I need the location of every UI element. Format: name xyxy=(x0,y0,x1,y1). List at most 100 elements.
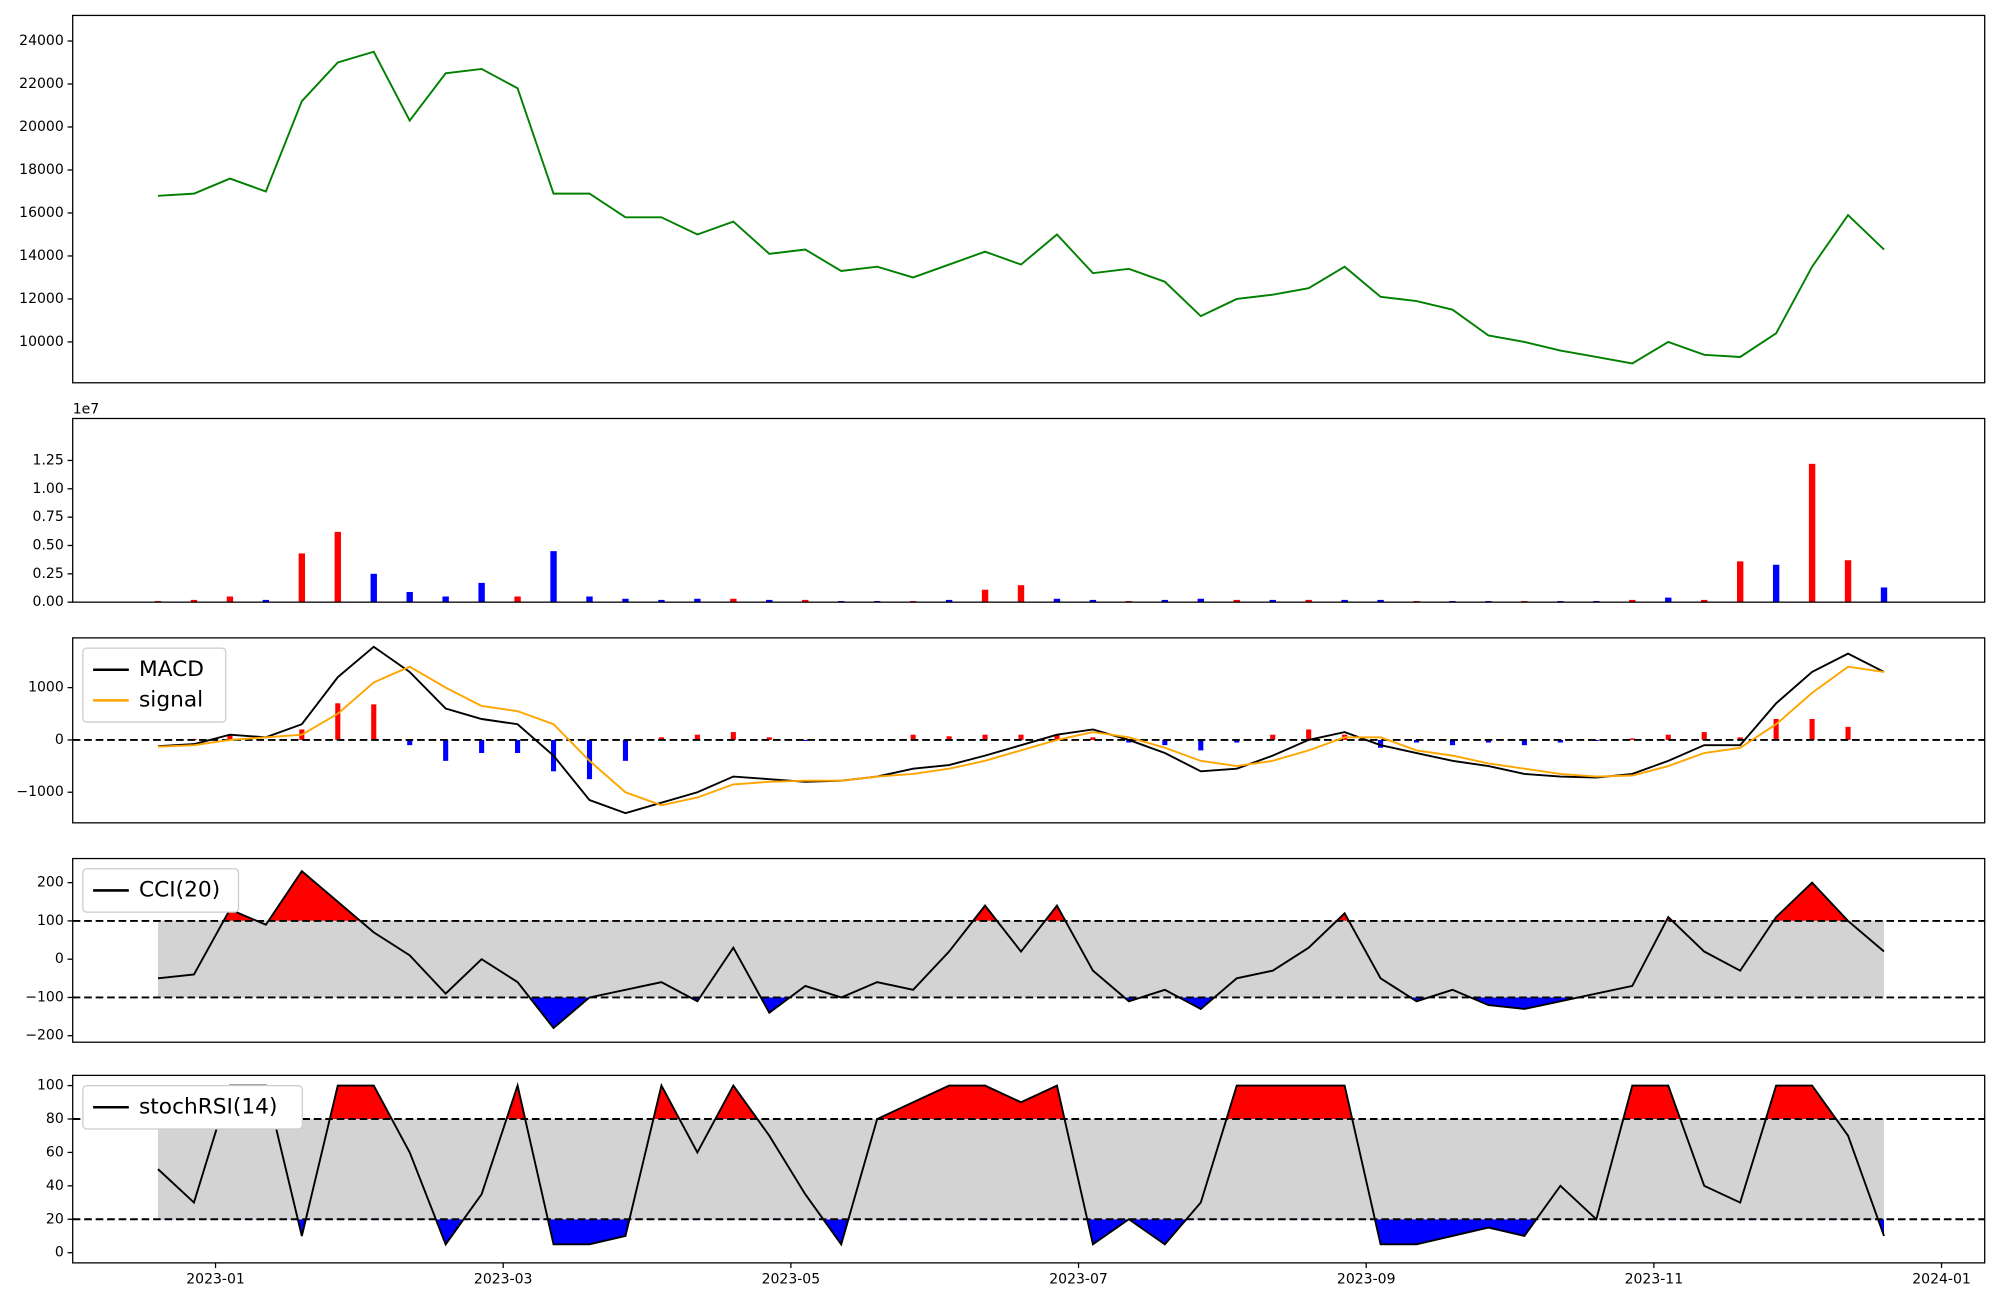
series-line xyxy=(157,50,1885,365)
histogram-bar xyxy=(946,736,952,740)
y-tick-label: 10000 xyxy=(19,334,64,350)
panel-frame xyxy=(72,637,1986,824)
x-tick-label: 2024-01 xyxy=(1912,1271,1971,1287)
oversold-fill xyxy=(157,1219,1885,1245)
volume-bar xyxy=(442,596,449,603)
neutral-band xyxy=(157,920,1885,998)
volume-bar xyxy=(1053,598,1061,603)
legend-box xyxy=(82,1084,303,1130)
volume-bar xyxy=(981,589,989,603)
volume-bar xyxy=(478,582,485,603)
y-tick-label: 0.75 xyxy=(33,509,64,525)
histogram-bar xyxy=(1809,719,1815,740)
overbought-fill xyxy=(219,1085,1837,1119)
volume-bar xyxy=(945,599,953,603)
histogram-bar xyxy=(407,739,413,746)
histogram-bar xyxy=(982,734,988,740)
histogram-bar xyxy=(1018,734,1024,740)
y-tick-label: 1000 xyxy=(28,680,64,696)
legend-label: MACD xyxy=(139,657,204,682)
y-tick-label: 20 xyxy=(46,1211,64,1227)
histogram-bar xyxy=(1845,726,1851,740)
histogram-bar xyxy=(1773,719,1779,740)
histogram-bar xyxy=(515,739,521,754)
x-tick-label: 2023-05 xyxy=(762,1271,821,1287)
legend-label: signal xyxy=(139,687,203,712)
histogram-bar xyxy=(802,739,808,741)
volume-bar xyxy=(1880,587,1888,603)
volume-bar xyxy=(1341,599,1348,603)
volume-bar xyxy=(334,531,341,603)
volume-bar xyxy=(1772,564,1780,603)
panel-frame xyxy=(72,857,1986,1043)
histogram-bar xyxy=(371,704,377,740)
volume-bar xyxy=(406,591,413,603)
series-line xyxy=(157,665,1885,807)
y-tick-label: 24000 xyxy=(19,33,64,49)
histogram-bar xyxy=(730,732,736,740)
volume-bar xyxy=(1089,599,1097,603)
histogram-bar xyxy=(1557,739,1563,743)
volume-bar xyxy=(190,599,198,603)
y-tick-label: 0 xyxy=(55,1245,64,1261)
volume-bar xyxy=(226,596,234,603)
volume-bar xyxy=(1808,463,1816,603)
histogram-bar xyxy=(1737,737,1743,740)
volume-bar xyxy=(1269,599,1276,603)
y-tick-label: 1.25 xyxy=(33,452,64,468)
histogram-bar xyxy=(1521,739,1527,746)
legend-label: stochRSI(14) xyxy=(139,1094,277,1119)
plot-area xyxy=(72,1082,1985,1247)
histogram-bar xyxy=(910,734,916,740)
y-tick-label: 18000 xyxy=(19,162,64,178)
histogram-bar xyxy=(1485,739,1492,743)
legend-label: CCI(20) xyxy=(139,877,220,902)
volume-bar xyxy=(694,598,701,603)
series-line xyxy=(157,1082,1885,1247)
histogram-bar xyxy=(1054,734,1060,740)
volume-bar xyxy=(1161,599,1169,603)
histogram-bar xyxy=(766,737,772,740)
histogram-bar xyxy=(1593,739,1599,741)
volume-bar xyxy=(1629,599,1636,603)
y-tick-label: 12000 xyxy=(19,291,64,307)
y-tick-label: 60 xyxy=(46,1144,64,1160)
volume-bar xyxy=(622,598,629,603)
plot-area xyxy=(154,463,1888,603)
histogram-bar xyxy=(335,703,341,740)
histogram-bar xyxy=(1162,739,1168,746)
y-tick-label: 40 xyxy=(46,1178,64,1194)
histogram-bar xyxy=(227,734,233,740)
histogram-bar xyxy=(694,734,700,740)
panel-frame xyxy=(72,1074,1986,1264)
series-line xyxy=(157,869,1885,1030)
histogram-bar xyxy=(1665,734,1671,740)
histogram-bar xyxy=(1701,732,1707,740)
histogram-bar xyxy=(622,739,629,761)
y-tick-label: 0 xyxy=(55,732,64,748)
volume-bar xyxy=(514,596,521,603)
x-tick-label: 2023-01 xyxy=(186,1271,245,1287)
y-tick-label: 100 xyxy=(37,1078,64,1094)
y-tick-label: 200 xyxy=(37,875,64,891)
volume-bar xyxy=(658,599,665,603)
plot-area xyxy=(72,869,1985,1030)
histogram-bar xyxy=(443,739,449,761)
volume-bar xyxy=(1017,585,1025,603)
volume-bar xyxy=(1701,599,1708,603)
series-line xyxy=(157,645,1885,815)
y-tick-label: 100 xyxy=(37,913,64,929)
y-tick-label: 0.25 xyxy=(33,566,64,582)
histogram-bar xyxy=(1234,739,1240,743)
histogram-bar xyxy=(1449,739,1456,746)
plot-area xyxy=(72,645,1985,815)
neutral-band xyxy=(157,1118,1885,1220)
y-tick-label: −100 xyxy=(25,989,64,1005)
volume-bar xyxy=(298,553,306,603)
histogram-bar xyxy=(1198,739,1204,751)
histogram-bar xyxy=(658,737,664,740)
volume-bar xyxy=(1377,599,1384,603)
x-tick-label: 2023-11 xyxy=(1625,1271,1684,1287)
